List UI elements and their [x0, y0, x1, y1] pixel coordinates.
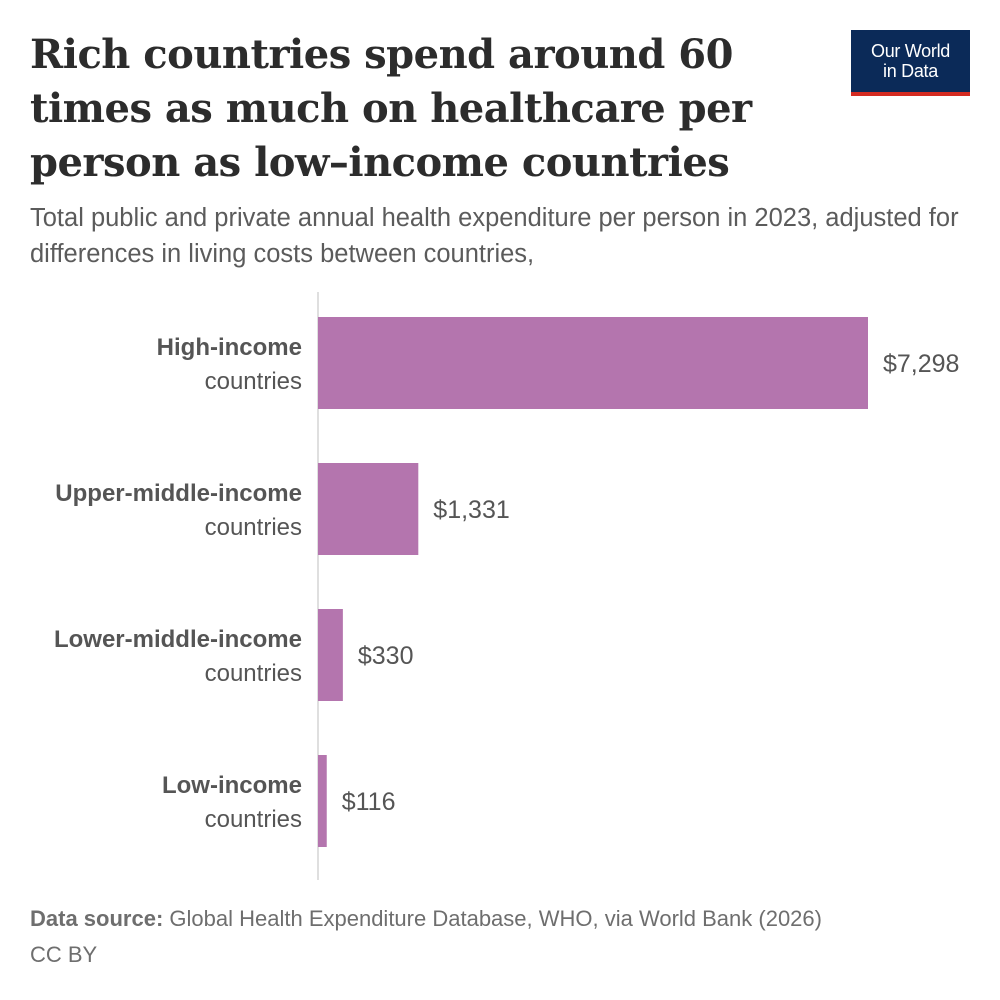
- category-label-bold: High-income: [157, 334, 302, 361]
- category-label-bold: Lower-middle-income: [54, 626, 302, 653]
- chart-title: Rich countries spend around 60 times as …: [30, 31, 752, 186]
- bar[interactable]: [318, 463, 419, 555]
- chart-subtitle: Total public and private annual health e…: [30, 204, 959, 268]
- category-label-bold: Low-income: [162, 772, 302, 799]
- bar[interactable]: [318, 755, 327, 847]
- bar-value-label: $330: [358, 642, 414, 670]
- category-label-rest: countries: [205, 514, 302, 541]
- logo-line-1: Our World: [871, 41, 950, 61]
- category-label-rest: countries: [205, 368, 302, 395]
- bar[interactable]: [318, 317, 868, 409]
- bar-chart: $7,298 High-income countries $1,331 Upper-mi…: [54, 292, 959, 880]
- bar-value-label: $1,331: [433, 496, 509, 524]
- owid-logo[interactable]: Our World in Data: [851, 30, 970, 96]
- license-text[interactable]: CC BY: [30, 942, 98, 967]
- logo-line-2: in Data: [883, 61, 938, 81]
- bars-group: $7,298 High-income countries $1,331 Upper-mi…: [54, 317, 959, 847]
- bar-value-label: $116: [342, 788, 396, 816]
- category-label-rest: countries: [205, 660, 302, 687]
- bar-value-label: $7,298: [883, 350, 959, 378]
- data-source-line: Data source: Global Health Expenditure D…: [30, 901, 970, 937]
- category-label-bold: Upper-middle-income: [55, 480, 302, 507]
- chart-footer: Data source: Global Health Expenditure D…: [30, 901, 970, 973]
- data-source-label: Data source:: [30, 906, 164, 931]
- bar[interactable]: [318, 609, 343, 701]
- data-source-text[interactable]: Global Health Expenditure Database, WHO,…: [169, 906, 822, 931]
- category-label-rest: countries: [205, 806, 302, 833]
